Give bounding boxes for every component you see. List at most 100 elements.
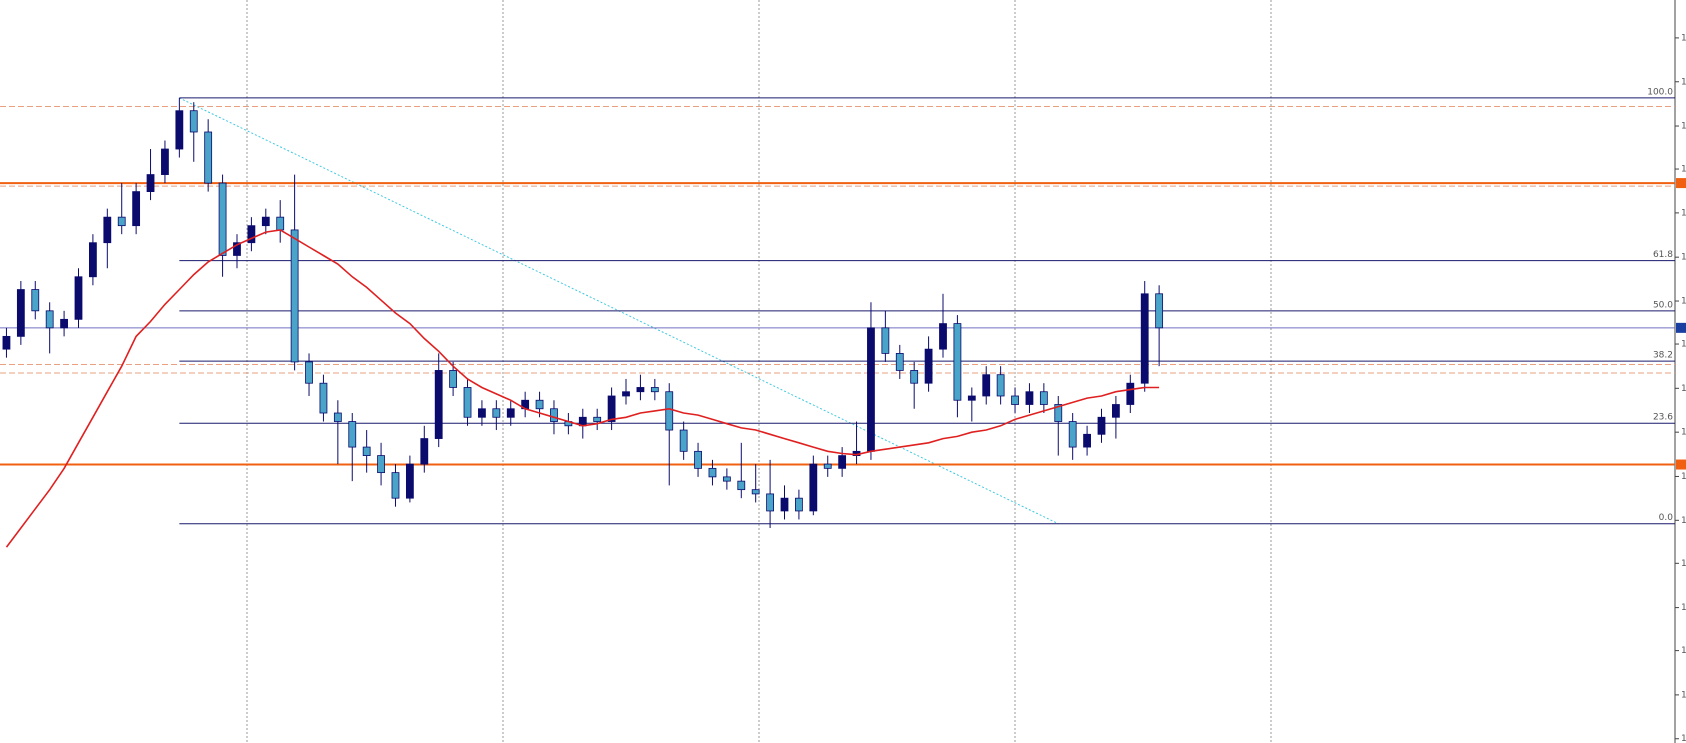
y-tick-label: 1 <box>1681 603 1686 613</box>
candle-body <box>276 216 285 231</box>
y-tick-label: 1 <box>1681 428 1686 438</box>
candle-body <box>405 463 414 499</box>
candle-body <box>982 374 991 397</box>
candle-body <box>1083 433 1091 448</box>
candle-body <box>535 399 544 410</box>
fib-label: 100.0 <box>1647 87 1673 97</box>
candle-body <box>377 455 385 474</box>
candle-body <box>420 438 429 465</box>
candle-body <box>550 408 558 422</box>
fib-label: 61.8 <box>1653 250 1673 260</box>
y-tick-label: 1 <box>1681 33 1686 43</box>
candle-body <box>910 370 919 384</box>
candle-body <box>218 182 227 256</box>
candle-body <box>261 216 270 227</box>
candle-body <box>247 225 256 244</box>
level-tag <box>1676 178 1686 189</box>
y-tick-label: 1 <box>1681 297 1686 307</box>
y-tick-label: 1 <box>1681 690 1686 700</box>
level-tag <box>1676 459 1686 470</box>
candle-body <box>823 463 832 469</box>
candle-body <box>492 408 501 418</box>
candle-body <box>60 318 68 329</box>
candle-body <box>679 429 688 452</box>
candle-body <box>189 110 198 133</box>
candle-body <box>694 450 702 469</box>
y-tick-label: 1 <box>1681 516 1686 526</box>
y-tick-label: 1 <box>1681 559 1686 569</box>
candle-body <box>1097 416 1106 435</box>
candle-body <box>636 387 645 393</box>
candle-body <box>967 395 976 401</box>
moving-average <box>5 229 1160 548</box>
candle-body <box>593 416 602 422</box>
candle-body <box>1054 404 1063 422</box>
candle-body <box>939 323 947 350</box>
candle-body <box>391 472 400 499</box>
candle-body <box>175 110 184 150</box>
candle-body <box>434 370 443 439</box>
candle-body <box>146 174 155 193</box>
candle-body <box>362 446 371 456</box>
candle-body <box>1039 391 1048 405</box>
candle-body <box>1011 395 1019 405</box>
candle-body <box>305 361 313 384</box>
y-tick-label: 1 <box>1681 646 1686 656</box>
candle-body <box>319 382 328 414</box>
candle-body <box>2 335 11 350</box>
y-tick-label: 1 <box>1681 472 1686 482</box>
candle-body <box>953 323 962 401</box>
candle-body <box>290 229 299 363</box>
candle-body <box>1140 293 1149 384</box>
candle-body <box>161 148 169 175</box>
y-tick-label: 1 <box>1681 208 1686 218</box>
y-tick-label: 1 <box>1681 122 1686 132</box>
fib-label: 23.6 <box>1653 413 1673 423</box>
y-tick-label: 1 <box>1681 253 1686 263</box>
candle-body <box>16 289 25 337</box>
candle-body <box>751 489 760 495</box>
candle-body <box>1111 404 1120 418</box>
candle-body <box>333 412 342 422</box>
candle-body <box>1025 391 1034 405</box>
y-tick-label: 1 <box>1681 734 1686 743</box>
candle-body <box>31 289 40 312</box>
y-tick-label: 1 <box>1681 165 1686 175</box>
candle-body <box>838 455 847 469</box>
candle-body <box>204 131 213 184</box>
candle-body <box>1068 421 1077 448</box>
candle-body <box>117 216 126 227</box>
candle-body <box>996 374 1005 397</box>
candle-body <box>795 497 803 512</box>
candle-body <box>867 327 875 452</box>
candle-body <box>506 408 515 418</box>
candle-body <box>722 476 731 482</box>
candle-body <box>895 353 904 371</box>
candle-body <box>766 493 774 512</box>
candle-body <box>881 327 890 354</box>
candle-body <box>809 463 818 512</box>
candle-body <box>622 391 630 397</box>
candle-body <box>607 395 616 422</box>
candle-body <box>780 497 789 512</box>
candle-body <box>1155 293 1164 329</box>
y-tick-label: 1 <box>1681 77 1686 87</box>
candle-body <box>132 191 141 227</box>
candle-body <box>348 421 357 448</box>
candle-body <box>478 408 486 418</box>
candle-body <box>1126 382 1135 405</box>
candle-body <box>233 242 241 256</box>
candle-body <box>665 391 674 431</box>
candle-body <box>74 276 83 320</box>
y-tick-label: 1 <box>1681 340 1686 350</box>
candle-body <box>449 370 458 388</box>
candle-body <box>737 480 746 491</box>
candle-body <box>708 467 717 478</box>
candle-body <box>45 310 54 329</box>
y-tick-label: 1 <box>1681 384 1686 394</box>
fib-label: 50.0 <box>1653 300 1673 310</box>
candle-body <box>89 242 97 278</box>
fib-label: 0.0 <box>1659 513 1674 523</box>
